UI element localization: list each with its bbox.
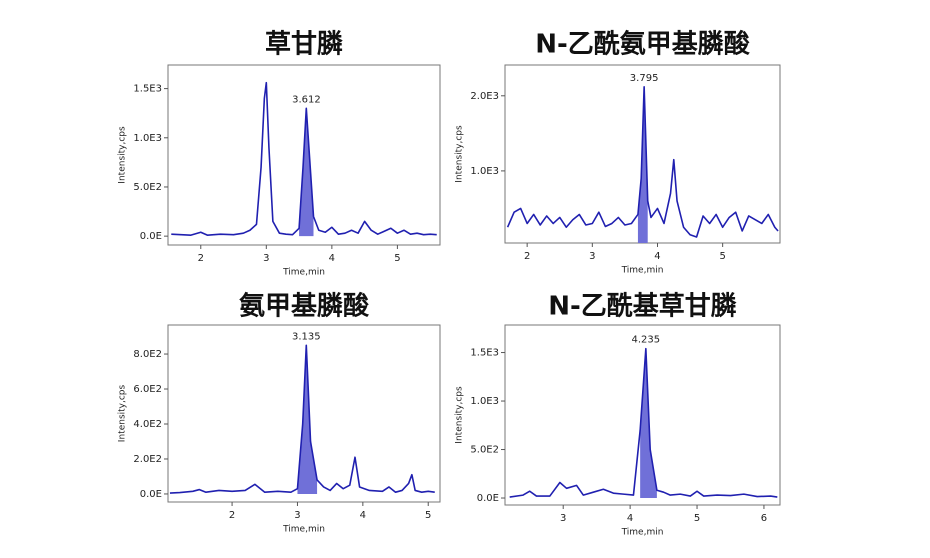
y-tick-label: 1.0E3 <box>470 396 499 407</box>
y-tick-label: 0.0E <box>477 493 499 504</box>
x-tick-label: 5 <box>719 251 725 262</box>
x-tick-label: 4 <box>360 510 366 521</box>
trace-line <box>506 85 779 238</box>
y-axis-label: Intensity,cps <box>455 386 465 444</box>
y-tick-label: 1.5E3 <box>133 84 162 95</box>
trace-line <box>171 81 437 236</box>
plot-frame <box>167 324 441 503</box>
y-tick-label: 5.0E2 <box>133 182 162 193</box>
y-axis-label: Intensity,cps <box>455 125 465 183</box>
trace-line <box>509 347 778 498</box>
y-axis-label: Intensity,cps <box>118 385 128 443</box>
y-tick-label: 0.0E <box>140 489 162 500</box>
y-tick-label: 5.0E2 <box>470 445 499 456</box>
peak-label: 4.235 <box>632 335 661 346</box>
x-axis-label: Time,min <box>282 268 325 278</box>
x-tick-label: 3 <box>560 513 566 524</box>
chart-title: N-乙酰氨甲基膦酸 <box>535 29 751 60</box>
peak-label: 3.612 <box>292 94 321 105</box>
x-tick-label: 5 <box>694 513 700 524</box>
chart-panel: N-乙酰氨甲基膦酸 1.0E3 2.0E3 2 3 4 5 Time,min Intensity… <box>455 29 781 276</box>
y-tick-label: 4.0E2 <box>133 419 162 430</box>
peak-label: 3.795 <box>630 73 659 84</box>
x-tick-label: 4 <box>627 513 633 524</box>
chart-panel: 草甘膦 0.0E 5.0E2 1.0E3 1.5E3 2 3 4 5 Time,min Intens… <box>118 30 441 278</box>
chart-panel: N-乙酰基草甘膦 0.0E 5.0E2 1.0E3 1.5E3 3 4 5 6 Time,min I… <box>455 292 781 538</box>
y-axis-label: Intensity,cps <box>118 126 128 184</box>
y-tick-label: 1.0E3 <box>470 166 499 177</box>
x-tick-label: 6 <box>761 513 767 524</box>
y-tick-label: 0.0E <box>140 231 162 242</box>
x-axis-label: Time,min <box>621 528 664 538</box>
x-tick-label: 2 <box>198 253 204 264</box>
x-axis-label: Time,min <box>282 525 325 535</box>
chart-panel: 氨甲基膦酸 0.0E 2.0E2 4.0E2 6.0E2 8.0E2 2 3 4 5 Time,mi… <box>118 291 441 535</box>
x-tick-label: 5 <box>425 510 431 521</box>
chart-title: 氨甲基膦酸 <box>239 291 370 322</box>
peak-label: 3.135 <box>292 331 321 342</box>
x-tick-label: 2 <box>524 251 530 262</box>
x-tick-label: 3 <box>589 251 595 262</box>
y-tick-label: 8.0E2 <box>133 349 162 360</box>
x-tick-label: 2 <box>229 510 235 521</box>
peak-area <box>297 345 318 494</box>
plot-frame <box>504 324 781 506</box>
x-axis-label: Time,min <box>621 266 664 276</box>
y-tick-label: 1.5E3 <box>470 348 499 359</box>
y-tick-label: 2.0E2 <box>133 454 162 465</box>
peak-area <box>299 108 314 237</box>
plot-frame <box>167 64 441 246</box>
x-tick-label: 3 <box>294 510 300 521</box>
x-tick-label: 5 <box>394 253 400 264</box>
x-tick-label: 3 <box>263 253 269 264</box>
y-tick-label: 2.0E3 <box>470 91 499 102</box>
chart-title: 草甘膦 <box>265 30 343 60</box>
x-tick-label: 4 <box>654 251 660 262</box>
y-tick-label: 6.0E2 <box>133 384 162 395</box>
trace-line <box>169 344 435 494</box>
y-tick-label: 1.0E3 <box>133 133 162 144</box>
chart-title: N-乙酰基草甘膦 <box>548 292 737 322</box>
x-tick-label: 4 <box>329 253 335 264</box>
